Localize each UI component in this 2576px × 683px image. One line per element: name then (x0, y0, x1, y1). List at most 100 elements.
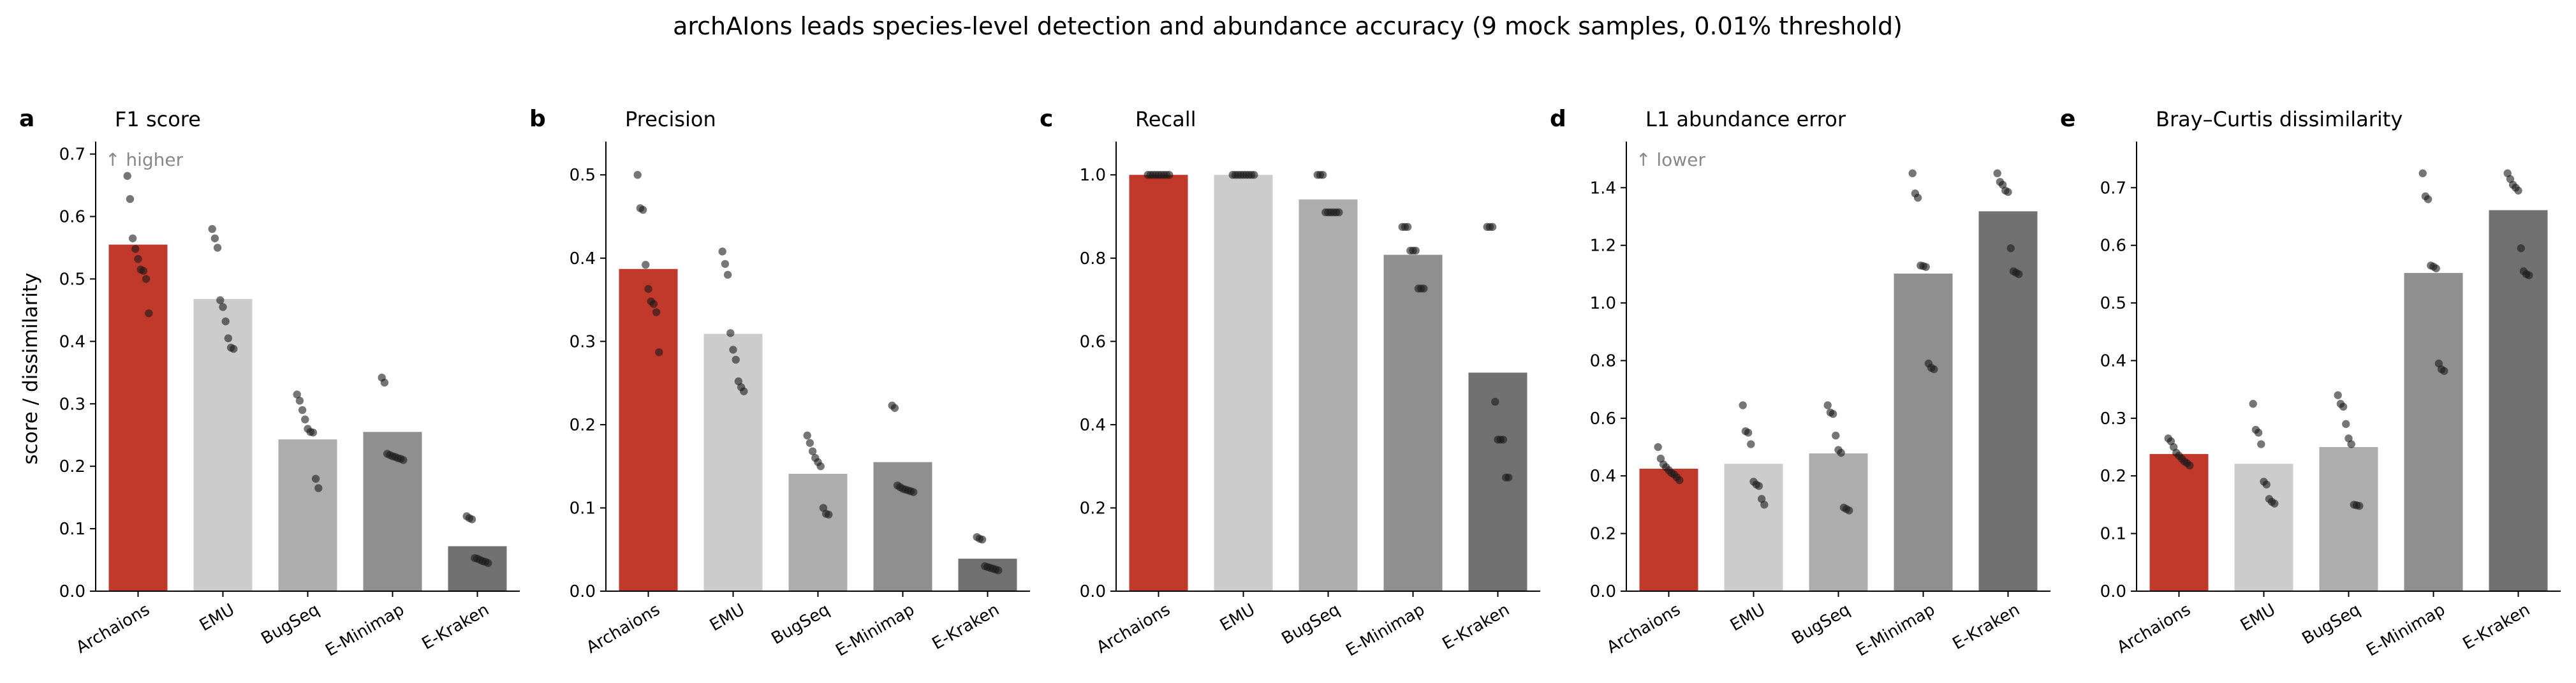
x-tick-label: Archaions (583, 600, 663, 657)
y-tick-label: 0.5 (59, 270, 85, 289)
data-point (126, 195, 135, 203)
data-point (1675, 476, 1684, 485)
x-tick-label: E-Minimap (832, 600, 918, 660)
data-point (638, 205, 647, 214)
bar-e-kraken (448, 546, 507, 591)
data-point (1930, 365, 1938, 374)
y-tick-label: 0.0 (1590, 582, 1616, 601)
y-tick-label: 1.2 (1590, 237, 1616, 256)
y-tick-label: 0.7 (2100, 179, 2126, 198)
data-point (825, 510, 833, 519)
data-point (1318, 171, 1327, 179)
y-tick-label: 1.0 (1590, 294, 1616, 313)
bar-archaions (619, 268, 678, 591)
panel-letter: b (529, 106, 546, 132)
x-tick-label: BugSeq (1789, 600, 1853, 649)
y-tick-label: 0.1 (570, 499, 596, 518)
data-point (803, 431, 811, 440)
y-tick-label: 0.6 (59, 208, 85, 227)
data-point (208, 224, 216, 233)
data-point (1837, 448, 1845, 457)
data-point (1829, 409, 1837, 418)
panel-title: Bray–Curtis dissimilarity (2156, 107, 2403, 131)
data-point (2254, 429, 2263, 437)
y-tick-label: 0.0 (2100, 582, 2126, 601)
data-point (2334, 391, 2342, 399)
bar-e-kraken (2489, 210, 2548, 591)
data-point (1744, 429, 1753, 437)
y-tick-label: 0.5 (570, 166, 596, 185)
x-tick-label: EMU (196, 600, 238, 635)
panel-c: c Recall Archaions EMU BugSeq E-Minimap E-Krak… (1040, 106, 1540, 661)
y-tick-label: 0.3 (570, 332, 596, 351)
bar-bugseq (2319, 447, 2378, 591)
data-point (399, 456, 408, 464)
data-point (2271, 499, 2279, 508)
x-tick-label: EMU (1727, 600, 1769, 635)
bar-e-kraken (1978, 211, 2038, 592)
y-tick-label: 0.4 (2100, 351, 2126, 371)
data-point (642, 261, 650, 269)
data-point (2432, 264, 2440, 273)
data-point (2004, 187, 2012, 196)
y-tick-label: 0.3 (59, 395, 85, 414)
data-point (978, 535, 987, 544)
panel-title: L1 abundance error (1645, 107, 1846, 131)
figure-title: archAIons leads species-level detection … (673, 12, 1903, 40)
data-point (1420, 284, 1428, 293)
data-point (2517, 244, 2525, 253)
y-tick-label: 1.0 (1080, 166, 1106, 185)
x-tick-label: EMU (2237, 600, 2279, 635)
data-point (808, 447, 817, 455)
data-point (2262, 480, 2271, 488)
data-point (1739, 401, 1747, 409)
bar-e-minimap (2404, 273, 2463, 591)
x-tick-label: Archaions (1603, 600, 1684, 657)
panel-annotation: ↑ lower (1636, 149, 1705, 170)
y-tick-label: 0.8 (1080, 249, 1106, 268)
data-point (994, 566, 1003, 575)
data-point (723, 270, 732, 279)
data-point (2347, 440, 2355, 448)
data-point (2424, 195, 2432, 203)
data-point (890, 404, 899, 412)
x-tick-label: E-Minimap (1343, 600, 1428, 660)
data-point (644, 284, 652, 293)
data-point (1908, 169, 1917, 177)
y-tick-label: 0.7 (59, 145, 85, 165)
data-point (1403, 223, 1412, 231)
y-tick-label: 0.6 (2100, 237, 2126, 256)
y-tick-label: 0.6 (1590, 409, 1616, 429)
x-tick-label: E-Kraken (1949, 600, 2023, 654)
data-point (633, 171, 642, 179)
x-tick-label: BugSeq (2299, 600, 2364, 649)
x-tick-label: EMU (707, 600, 748, 635)
panel-letter: d (1550, 106, 1566, 132)
data-point (380, 378, 389, 387)
data-point (484, 559, 492, 568)
y-tick-label: 0.2 (1590, 525, 1616, 544)
data-point (142, 275, 151, 283)
bar-bugseq (278, 439, 337, 591)
data-point (1499, 436, 1508, 444)
y-tick-label: 0.6 (1080, 332, 1106, 351)
data-point (311, 474, 320, 483)
x-tick-label: E-Kraken (418, 600, 492, 654)
data-point (655, 348, 663, 356)
data-point (1922, 263, 1930, 271)
bar-emu (1214, 175, 1273, 591)
data-point (2006, 244, 2015, 253)
data-point (1335, 208, 1343, 217)
data-point (295, 397, 304, 405)
data-point (1993, 169, 2001, 177)
bar-bugseq (1809, 453, 1868, 591)
data-point (726, 329, 735, 337)
panel-title: F1 score (115, 107, 201, 131)
data-point (649, 300, 658, 308)
y-tick-label: 0.4 (1080, 416, 1106, 435)
data-point (732, 355, 740, 364)
y-tick-label: 0.0 (570, 582, 596, 601)
panel-letter: c (1040, 106, 1053, 132)
panel-letter: e (2060, 106, 2075, 132)
